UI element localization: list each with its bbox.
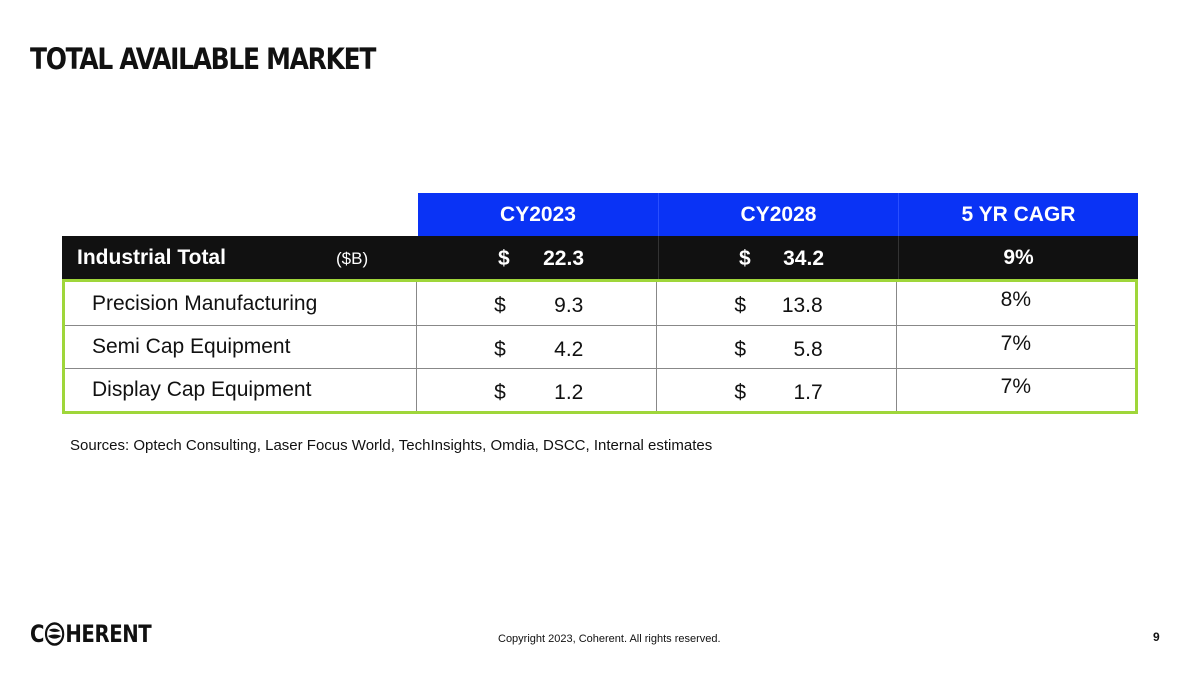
coherent-logo: C HERENT (30, 620, 178, 648)
row-label: Semi Cap Equipment (65, 326, 418, 368)
cagr-cell: 7% (895, 369, 1135, 411)
total-label-cell: Industrial Total ($B) (62, 236, 418, 279)
currency-symbol: $ (739, 247, 751, 270)
globe-icon (45, 622, 65, 646)
total-cy2028-cell: $ 34.2 (658, 236, 898, 279)
cagr-value: 7% (1000, 332, 1032, 355)
total-row: Industrial Total ($B) $ 22.3 $ 34.2 9% (62, 236, 1138, 279)
cagr-value: 7% (1000, 375, 1032, 398)
table-row: Semi Cap Equipment $ 4.2 $ 5.8 7% (65, 325, 1135, 368)
total-cy2028-value: 34.2 (783, 247, 824, 270)
row-label: Display Cap Equipment (65, 369, 418, 411)
cy2023-value: 4.2 (554, 338, 584, 361)
cagr-cell: 8% (895, 282, 1135, 325)
cy2028-value: 1.7 (793, 381, 823, 404)
logo-text-suffix: HERENT (65, 620, 152, 648)
cy2023-cell: $ 4.2 (417, 326, 656, 368)
cy2028-cell: $ 1.7 (656, 369, 895, 411)
row-label: Precision Manufacturing (65, 282, 418, 325)
cy2028-value: 5.8 (793, 338, 823, 361)
cy2023-value: 1.2 (554, 381, 584, 404)
header-cy2023: CY2023 (418, 193, 658, 236)
header-cagr: 5 YR CAGR (898, 193, 1138, 236)
page-number: 9 (1153, 630, 1160, 644)
cy2028-value: 13.8 (781, 294, 823, 317)
cy2023-value: 9.3 (554, 294, 584, 317)
total-label: Industrial Total (77, 245, 226, 269)
total-cy2023-cell: $ 22.3 (418, 236, 658, 279)
cagr-cell: 7% (895, 326, 1135, 368)
total-cy2023-value: 22.3 (543, 247, 584, 270)
header-cy2028: CY2028 (658, 193, 898, 236)
currency-symbol: $ (734, 381, 747, 404)
currency-symbol: $ (494, 338, 506, 361)
page-title: TOTAL AVAILABLE MARKET (30, 42, 376, 76)
sources-note: Sources: Optech Consulting, Laser Focus … (70, 437, 713, 454)
highlighted-segments: Precision Manufacturing $ 9.3 $ 13.8 8% … (62, 279, 1138, 414)
total-cagr-value: 9% (1003, 246, 1034, 269)
logo-text-prefix: C (30, 620, 45, 648)
cy2028-cell: $ 13.8 (656, 282, 895, 325)
table-header-row: CY2023 CY2028 5 YR CAGR (418, 193, 1138, 236)
table-row: Precision Manufacturing $ 9.3 $ 13.8 8% (65, 282, 1135, 325)
currency-symbol: $ (494, 294, 506, 317)
unit-label: ($B) (336, 249, 369, 268)
total-cagr-cell: 9% (898, 236, 1138, 279)
cy2028-cell: $ 5.8 (656, 326, 895, 368)
copyright-text: Copyright 2023, Coherent. All rights res… (498, 633, 721, 645)
currency-symbol: $ (734, 294, 747, 317)
currency-symbol: $ (734, 338, 747, 361)
table-row: Display Cap Equipment $ 1.2 $ 1.7 7% (65, 368, 1135, 411)
cy2023-cell: $ 9.3 (417, 282, 656, 325)
currency-symbol: $ (494, 381, 506, 404)
cagr-value: 8% (1000, 288, 1032, 311)
currency-symbol: $ (498, 247, 510, 270)
cy2023-cell: $ 1.2 (417, 369, 656, 411)
